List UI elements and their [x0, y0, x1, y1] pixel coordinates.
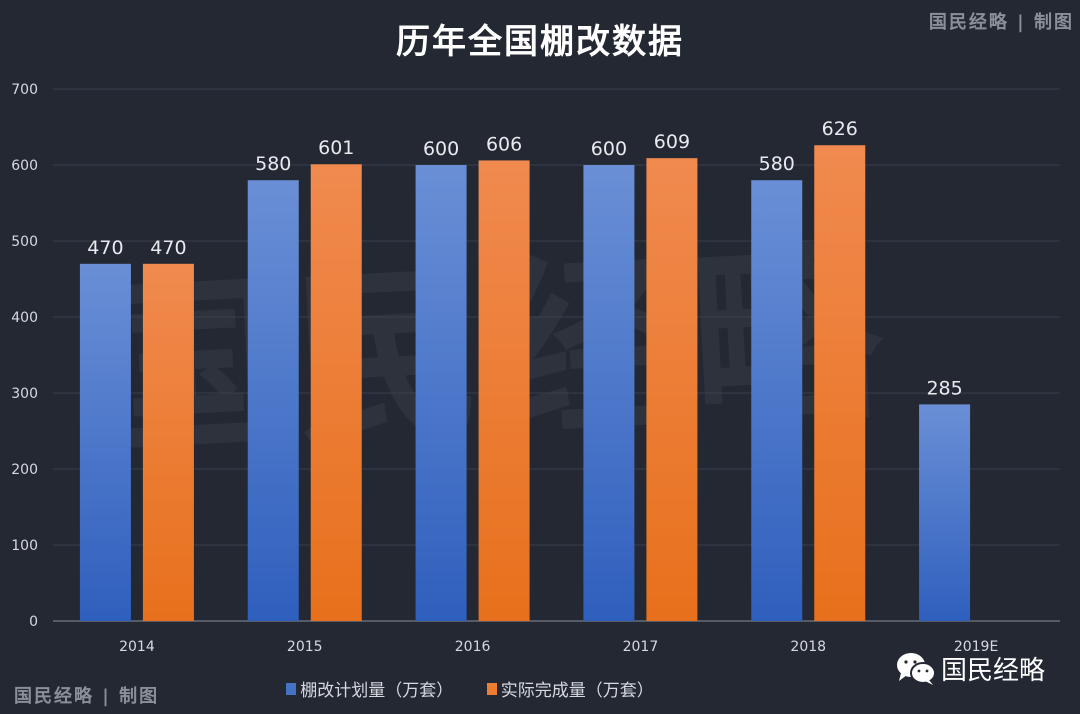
- legend-label-actual: 实际完成量（万套）: [500, 681, 654, 701]
- data-label: 580: [759, 153, 795, 175]
- bar-plan: [247, 180, 299, 621]
- bar-plan: [415, 165, 467, 621]
- y-tick-label: 500: [11, 234, 38, 250]
- data-label: 601: [318, 137, 354, 159]
- y-tick-label: 200: [11, 462, 38, 478]
- x-tick-label: 2018: [790, 639, 826, 655]
- data-label: 600: [591, 138, 627, 160]
- x-tick-label: 2019E: [954, 639, 998, 655]
- bar-plan: [583, 165, 635, 621]
- bar-actual: [478, 160, 530, 621]
- data-label: 606: [486, 133, 522, 155]
- data-label: 626: [822, 118, 858, 140]
- x-tick-label: 2014: [119, 639, 155, 655]
- data-label: 285: [926, 377, 962, 399]
- y-tick-label: 100: [11, 538, 38, 554]
- y-tick-label: 0: [29, 614, 38, 630]
- bar-actual: [142, 263, 194, 621]
- x-tick-label: 2017: [623, 639, 659, 655]
- bar-plan: [79, 263, 131, 621]
- y-tick-label: 400: [11, 310, 38, 326]
- legend-item-plan: 棚改计划量（万套）: [286, 676, 453, 701]
- bar-actual: [310, 164, 362, 622]
- data-label: 470: [87, 237, 123, 259]
- legend-swatch-actual: [486, 682, 497, 695]
- data-label: 580: [255, 153, 291, 175]
- y-tick-label: 700: [11, 82, 38, 98]
- legend: 棚改计划量（万套） 实际完成量（万套）: [0, 676, 1080, 701]
- legend-item-actual: 实际完成量（万套）: [486, 676, 654, 701]
- bar-actual: [646, 158, 698, 621]
- legend-swatch-plan: [286, 682, 297, 695]
- data-label: 470: [150, 237, 186, 259]
- x-tick-label: 2015: [287, 639, 323, 655]
- y-tick-label: 600: [11, 158, 38, 174]
- chart-title: 历年全国棚改数据: [396, 22, 684, 62]
- bar-plan: [751, 180, 803, 621]
- x-tick-label: 2016: [455, 639, 491, 655]
- y-tick-label: 300: [11, 386, 38, 402]
- bar-actual: [814, 145, 866, 622]
- brand: 国民经略: [895, 650, 1045, 687]
- watermark-top: 国民经略 | 制图: [928, 12, 1074, 33]
- data-label: 609: [654, 131, 690, 153]
- data-label: 600: [423, 138, 459, 160]
- watermark-bottom: 国民经略 | 制图: [14, 686, 160, 707]
- wechat-icon: [897, 652, 936, 685]
- bar-plan: [919, 404, 971, 621]
- legend-label-plan: 棚改计划量（万套）: [300, 681, 454, 701]
- brand-label: 国民经略: [941, 656, 1046, 686]
